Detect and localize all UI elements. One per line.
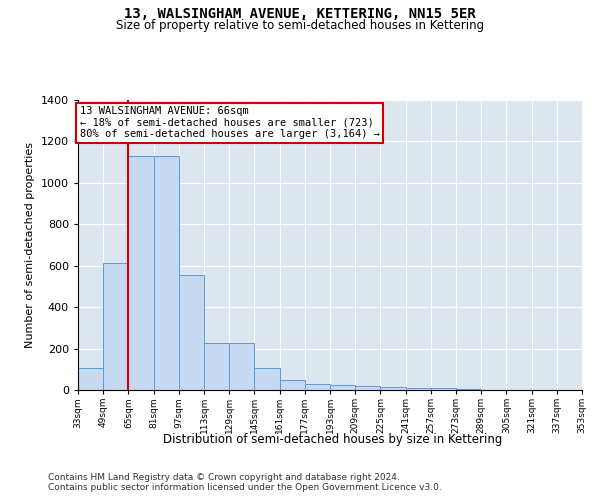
Text: Distribution of semi-detached houses by size in Kettering: Distribution of semi-detached houses by … bbox=[163, 432, 503, 446]
Bar bbox=[179, 275, 204, 390]
Bar bbox=[280, 380, 305, 390]
Text: Contains HM Land Registry data © Crown copyright and database right 2024.: Contains HM Land Registry data © Crown c… bbox=[48, 472, 400, 482]
Bar bbox=[103, 262, 128, 390]
Bar bbox=[431, 388, 456, 390]
Bar bbox=[154, 156, 179, 390]
Bar bbox=[330, 385, 355, 390]
Bar bbox=[380, 387, 406, 390]
Bar bbox=[406, 388, 431, 390]
Bar bbox=[254, 368, 280, 390]
Bar bbox=[229, 344, 254, 390]
Bar bbox=[204, 344, 229, 390]
Bar bbox=[456, 389, 481, 390]
Text: 13, WALSINGHAM AVENUE, KETTERING, NN15 5ER: 13, WALSINGHAM AVENUE, KETTERING, NN15 5… bbox=[124, 8, 476, 22]
Bar bbox=[355, 386, 380, 390]
Bar bbox=[305, 384, 330, 390]
Text: 13 WALSINGHAM AVENUE: 66sqm
← 18% of semi-detached houses are smaller (723)
80% : 13 WALSINGHAM AVENUE: 66sqm ← 18% of sem… bbox=[80, 106, 380, 140]
Text: Contains public sector information licensed under the Open Government Licence v3: Contains public sector information licen… bbox=[48, 482, 442, 492]
Bar bbox=[78, 368, 103, 390]
Bar bbox=[128, 156, 154, 390]
Text: Size of property relative to semi-detached houses in Kettering: Size of property relative to semi-detach… bbox=[116, 19, 484, 32]
Y-axis label: Number of semi-detached properties: Number of semi-detached properties bbox=[25, 142, 35, 348]
